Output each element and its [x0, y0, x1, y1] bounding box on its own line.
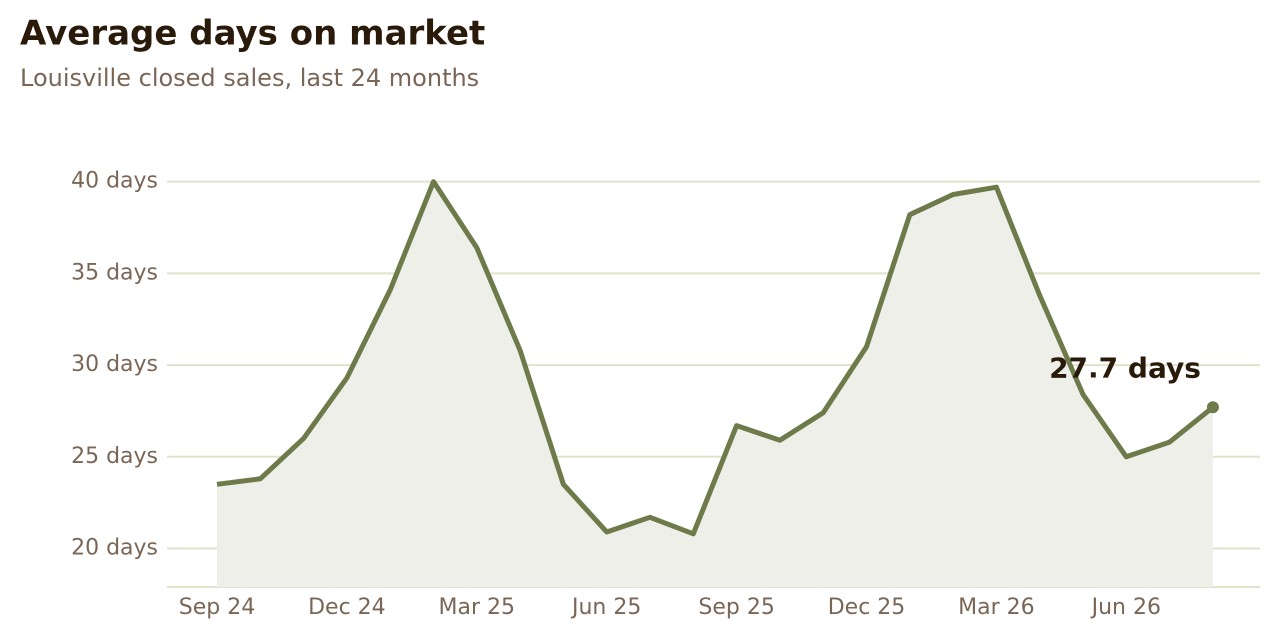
- line: [216, 179, 1215, 537]
- x-tick-label: Mar 25: [439, 595, 516, 620]
- x-tick-label: Sep 25: [698, 595, 774, 620]
- area: [217, 181, 1213, 588]
- value-label: 27.7 days: [1049, 351, 1201, 384]
- y-tick-label: 30 days: [71, 352, 158, 377]
- x-tick-label: Jun 26: [1090, 595, 1161, 620]
- x-tick-label: Mar 26: [958, 595, 1035, 620]
- x-tick-label: Dec 25: [828, 595, 906, 620]
- chart-subtitle: Louisville closed sales, last 24 months: [20, 64, 479, 92]
- end-point: [1206, 401, 1219, 414]
- x-tick-label: Dec 24: [308, 595, 386, 620]
- y-tick-label: 20 days: [71, 535, 158, 560]
- chart-title: Average days on market: [20, 14, 485, 54]
- x-tick-label: Sep 24: [179, 595, 255, 620]
- y-tick-label: 35 days: [71, 260, 158, 285]
- y-tick-label: 40 days: [71, 169, 158, 194]
- y-tick-label: 25 days: [71, 444, 158, 469]
- x-tick-label: Jun 25: [570, 595, 641, 620]
